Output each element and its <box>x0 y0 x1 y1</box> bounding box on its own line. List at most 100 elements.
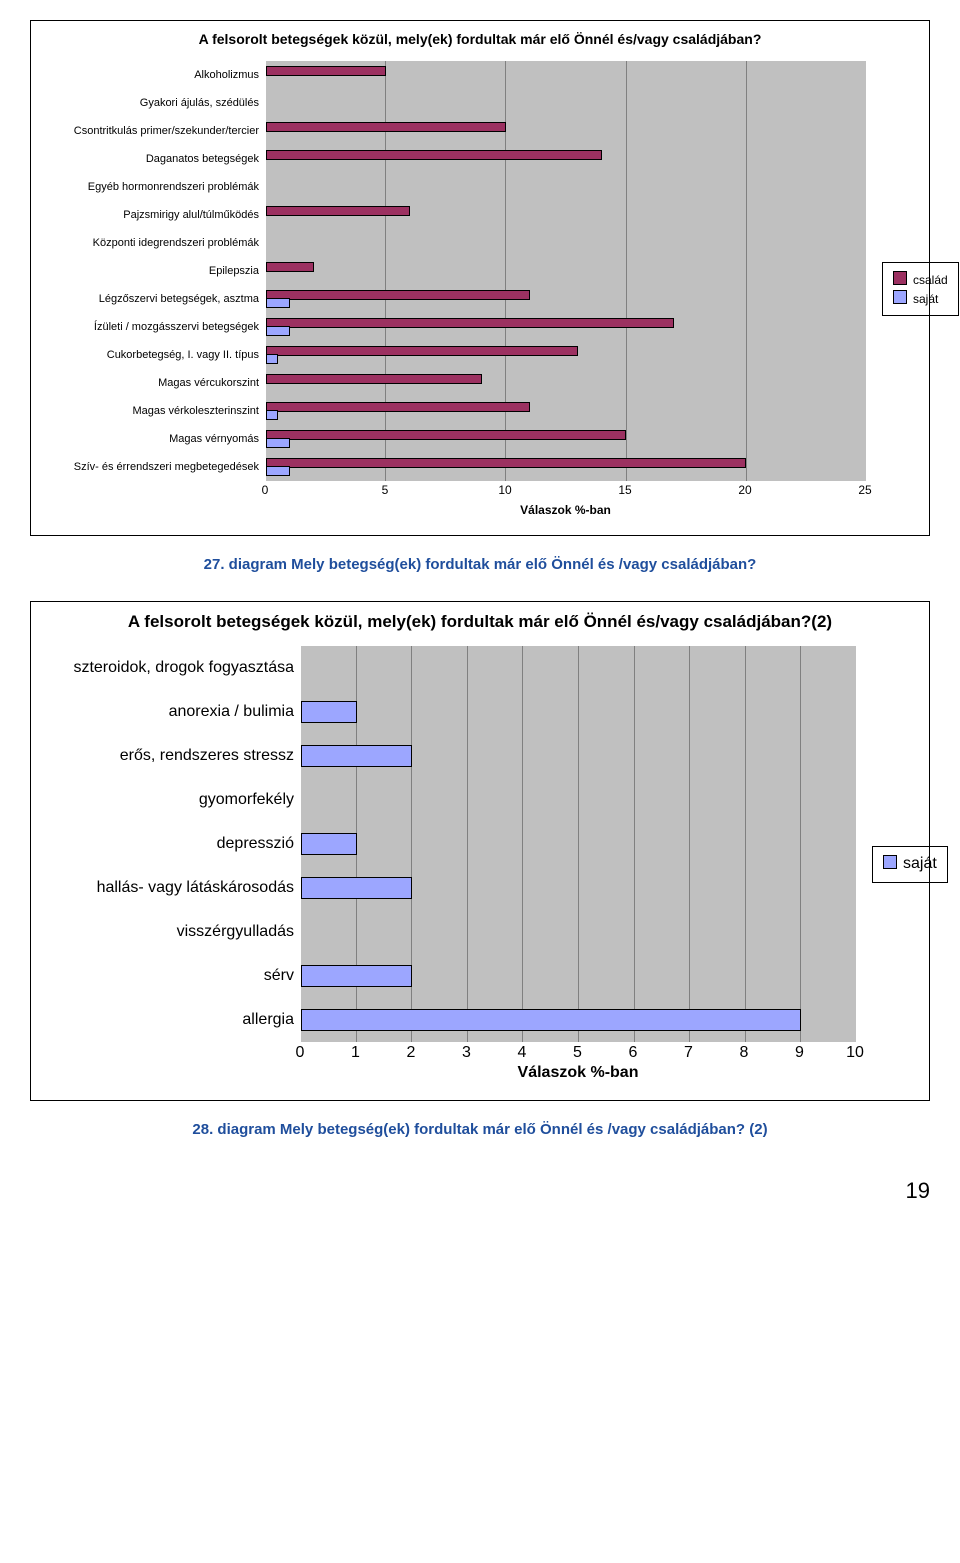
chart1-bar-sajat <box>266 354 278 364</box>
chart2-bar-row <box>301 646 856 690</box>
chart1-bar-row <box>266 453 866 481</box>
chart2-ylabel: hallás- vagy látáskárosodás <box>45 866 300 910</box>
chart1-plot-row: AlkoholizmusGyakori ájulás, szédülésCson… <box>45 61 866 481</box>
chart2-xtick: 9 <box>795 1044 804 1062</box>
chart1-ylabel: Egyéb hormonrendszeri problémák <box>45 173 265 201</box>
chart2-bar-row <box>301 778 856 822</box>
chart2-main: szteroidok, drogok fogyasztásaanorexia /… <box>45 646 856 1082</box>
legend-swatch <box>883 855 897 869</box>
chart2-ylabel: visszérgyulladás <box>45 910 300 954</box>
chart1-bar-row <box>266 285 866 313</box>
chart2-bar-sajat <box>301 1009 801 1031</box>
chart2-bar-sajat <box>301 745 412 767</box>
chart2-xtick: 7 <box>684 1044 693 1062</box>
chart2: A felsorolt betegségek közül, mely(ek) f… <box>30 601 930 1101</box>
chart2-bar-row <box>301 690 856 734</box>
chart1-ylabel: Alkoholizmus <box>45 61 265 89</box>
chart1-bar-sajat <box>266 410 278 420</box>
chart2-xtick: 5 <box>573 1044 582 1062</box>
chart2-xlabel-row: Válaszok %-ban <box>45 1060 856 1082</box>
chart1-ylabel: Csontritkulás primer/szekunder/tercier <box>45 117 265 145</box>
chart1-bar-row <box>266 61 866 89</box>
chart2-bar-sajat <box>301 701 357 723</box>
chart1-bar-row <box>266 397 866 425</box>
chart2-bar-row <box>301 734 856 778</box>
chart1-bar-sajat <box>266 438 290 448</box>
chart1-ylabel: Ízületi / mozgásszervi betegségek <box>45 313 265 341</box>
chart1-bar-row <box>266 117 866 145</box>
chart2-ylabel: szteroidok, drogok fogyasztása <box>45 646 300 690</box>
chart2-xtick: 10 <box>846 1044 864 1062</box>
chart2-bar-row <box>301 822 856 866</box>
chart2-bar-sajat <box>301 833 357 855</box>
chart1-body: AlkoholizmusGyakori ájulás, szédülésCson… <box>45 61 915 517</box>
chart2-xticks: 012345678910 <box>300 1042 855 1060</box>
chart2-bar-sajat <box>301 965 412 987</box>
chart1-main: AlkoholizmusGyakori ájulás, szédülésCson… <box>45 61 866 517</box>
chart2-ylabel: erős, rendszeres stressz <box>45 734 300 778</box>
chart2-xaxis: 012345678910 <box>45 1042 856 1060</box>
page-number: 19 <box>30 1178 930 1204</box>
chart2-ylabel: gyomorfekély <box>45 778 300 822</box>
chart1-bar-sajat <box>266 466 290 476</box>
chart2-xtick: 8 <box>740 1044 749 1062</box>
chart2-bar-row <box>301 954 856 998</box>
legend-label: család <box>913 273 948 287</box>
chart2-bar-row <box>301 998 856 1042</box>
chart2-bar-row <box>301 910 856 954</box>
legend-swatch <box>893 290 907 304</box>
chart2-legend-item: saját <box>883 855 937 874</box>
chart2-bars <box>301 646 856 1042</box>
chart1-xtick: 5 <box>382 483 389 497</box>
chart2-xtick: 4 <box>518 1044 527 1062</box>
chart1-bar-row <box>266 201 866 229</box>
chart1-bar-sajat <box>266 298 290 308</box>
chart1-plot <box>266 61 866 481</box>
chart2-ylabel: anorexia / bulimia <box>45 690 300 734</box>
chart2-xtick: 6 <box>629 1044 638 1062</box>
chart1-bars <box>266 61 866 481</box>
chart1-ylabel: Magas vércukorszint <box>45 369 265 397</box>
chart2-xtick: 3 <box>462 1044 471 1062</box>
chart1-xtick: 15 <box>618 483 631 497</box>
chart2-xtick: 0 <box>296 1044 305 1062</box>
chart1-ylabels: AlkoholizmusGyakori ájulás, szédülésCson… <box>45 61 265 481</box>
chart1-legend-item: saját <box>893 290 948 307</box>
chart2-xtick: 2 <box>407 1044 416 1062</box>
caption-27: 27. diagram Mely betegség(ek) fordultak … <box>30 556 930 573</box>
chart1-bar-row <box>266 369 866 397</box>
chart1-bar-row <box>266 425 866 453</box>
chart2-ylabel: allergia <box>45 998 300 1042</box>
legend-label: saját <box>903 855 937 873</box>
legend-label: saját <box>913 292 938 306</box>
page: A felsorolt betegségek közül, mely(ek) f… <box>0 0 960 1234</box>
chart1: A felsorolt betegségek közül, mely(ek) f… <box>30 20 930 536</box>
chart1-ylabel: Daganatos betegségek <box>45 145 265 173</box>
chart1-legend-item: család <box>893 271 948 288</box>
chart2-body: szteroidok, drogok fogyasztásaanorexia /… <box>45 646 915 1082</box>
chart1-ylabel: Epilepszia <box>45 257 265 285</box>
chart2-xtick: 1 <box>351 1044 360 1062</box>
chart1-xtick: 0 <box>262 483 269 497</box>
chart2-legend: saját <box>872 846 948 883</box>
chart1-ylabel: Gyakori ájulás, szédülés <box>45 89 265 117</box>
chart2-bar-row <box>301 866 856 910</box>
chart2-ylabel: depresszió <box>45 822 300 866</box>
chart1-xlabel-row: Válaszok %-ban <box>45 499 866 517</box>
chart1-bar-row <box>266 145 866 173</box>
chart1-bar-row <box>266 313 866 341</box>
chart1-ylabel: Pajzsmirigy alul/túlműködés <box>45 201 265 229</box>
chart2-plot <box>301 646 856 1042</box>
chart2-title: A felsorolt betegségek közül, mely(ek) f… <box>45 612 915 632</box>
chart1-bar-sajat <box>266 326 290 336</box>
chart1-legend: család saját <box>882 262 959 316</box>
chart1-bar-row <box>266 341 866 369</box>
chart1-bar-row <box>266 89 866 117</box>
chart1-xaxis: 0510152025 <box>45 481 866 499</box>
chart1-xtick: 25 <box>858 483 871 497</box>
chart2-plot-row: szteroidok, drogok fogyasztásaanorexia /… <box>45 646 856 1042</box>
chart2-ylabel: sérv <box>45 954 300 998</box>
chart1-xtick: 20 <box>738 483 751 497</box>
chart1-xticks: 0510152025 <box>265 481 865 499</box>
chart1-ylabel: Cukorbetegség, I. vagy II. típus <box>45 341 265 369</box>
